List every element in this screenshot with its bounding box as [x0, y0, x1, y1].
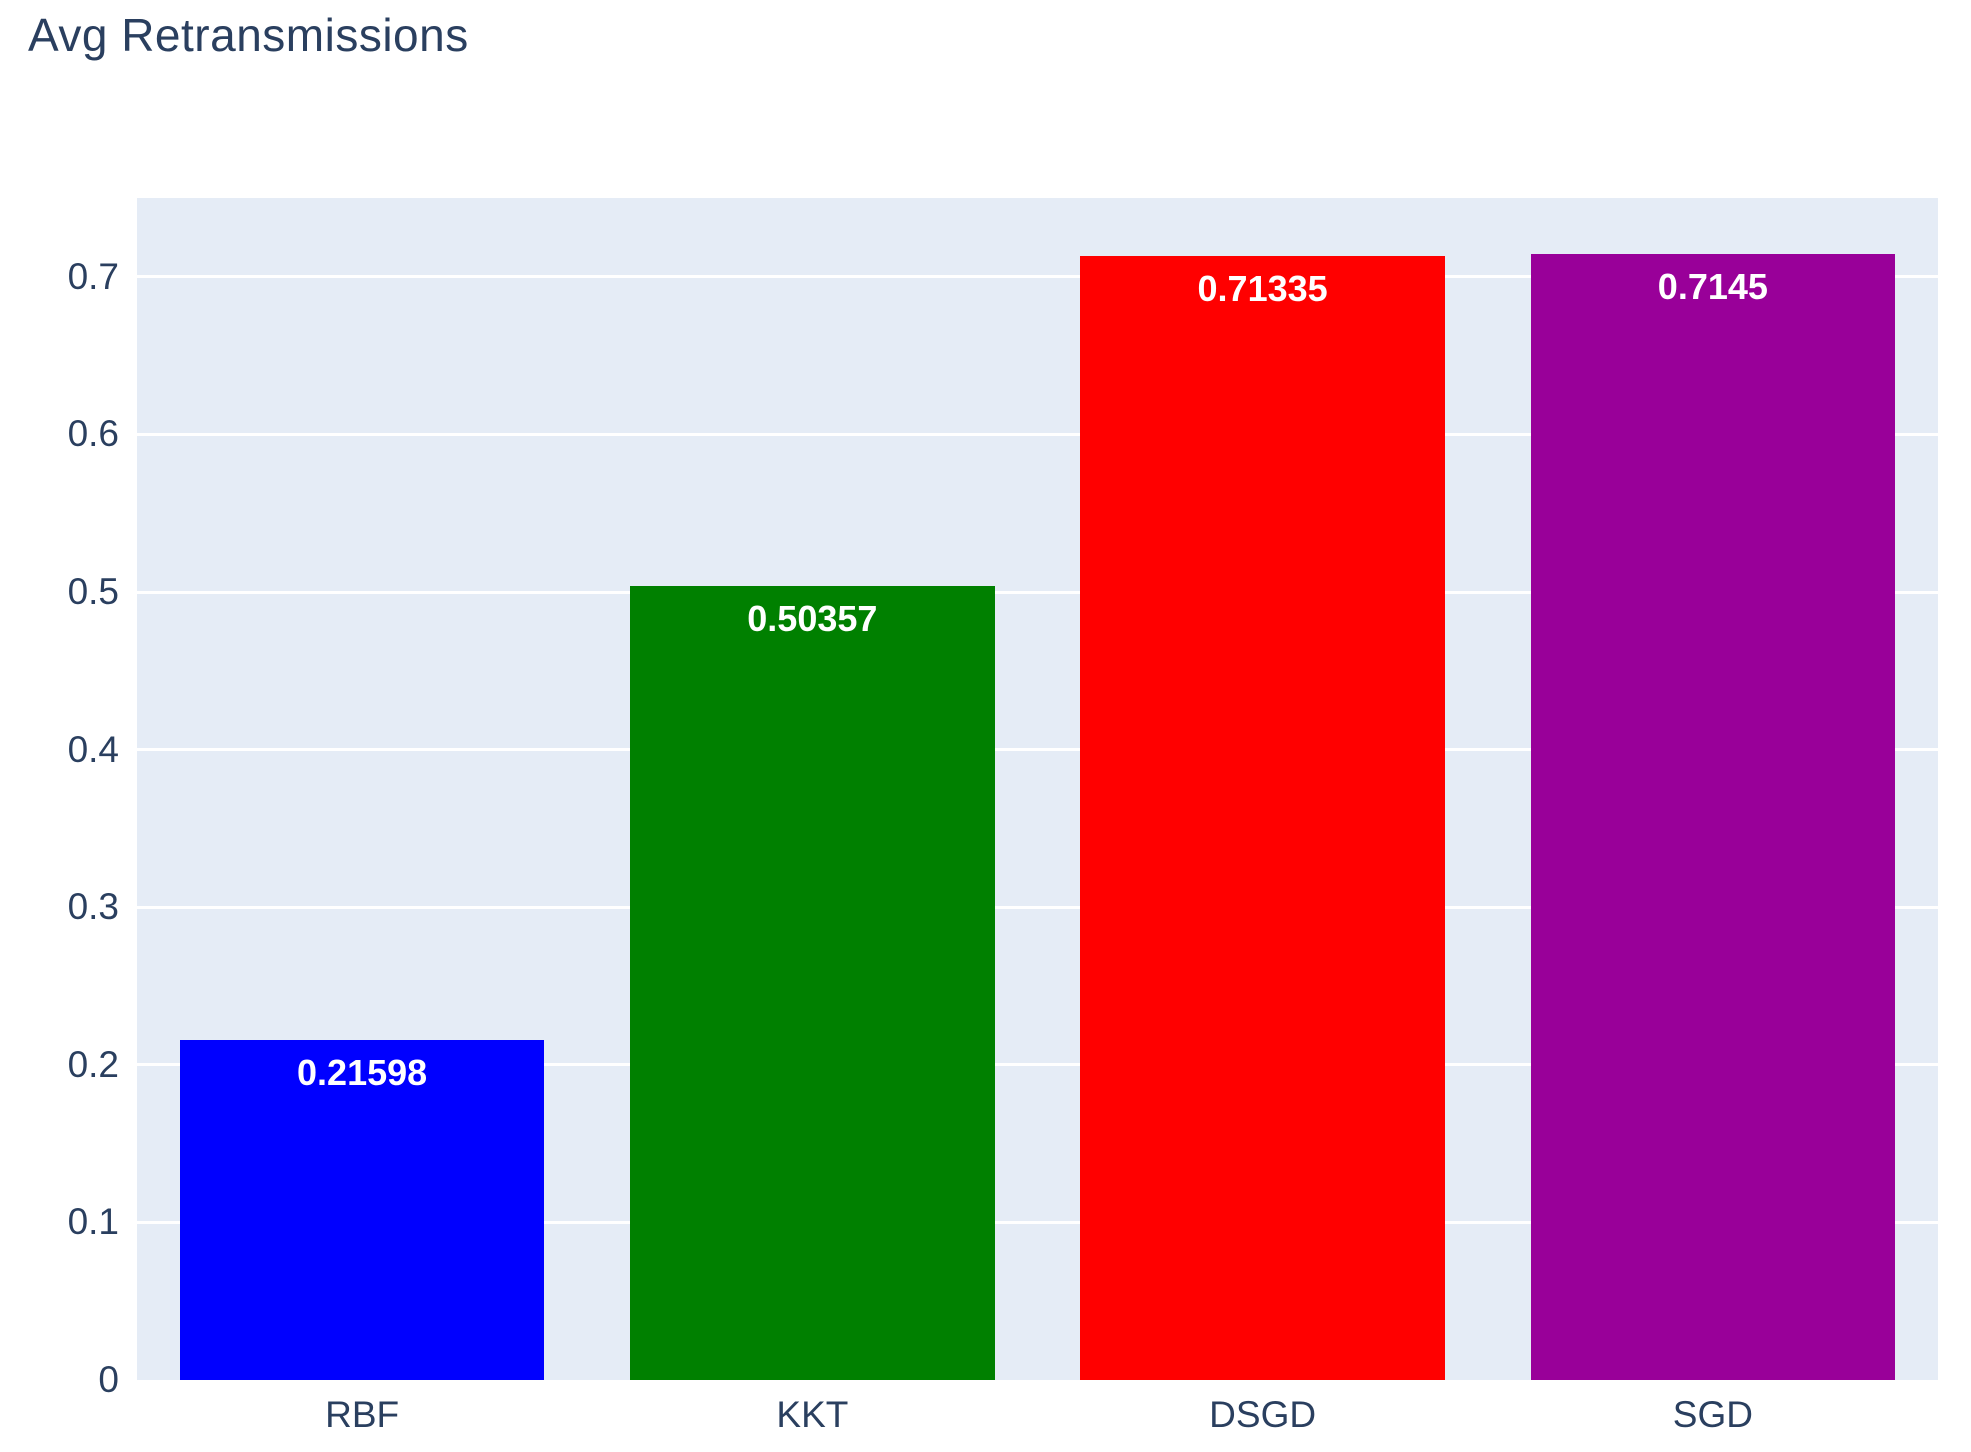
bar-value-label: 0.21598 [297, 1051, 428, 1093]
y-tick-label: 0 [98, 1359, 119, 1400]
y-tick-label: 0.5 [67, 571, 119, 612]
gridline [137, 275, 1938, 279]
gridline [137, 432, 1938, 436]
y-tick-label: 0.4 [67, 728, 119, 770]
bar-kkt[interactable]: 0.50357 [630, 586, 995, 1380]
gridline [137, 1063, 1938, 1067]
bar-value-label: 0.50357 [747, 598, 878, 640]
bar-value-label: 0.7145 [1657, 265, 1768, 307]
plot-area[interactable]: 0.21598 0.50357 0.71335 0.7145 [137, 198, 1938, 1380]
gridline [137, 748, 1938, 752]
chart-title: Avg Retransmissions [28, 9, 469, 61]
bar-value-label: 0.71335 [1197, 267, 1328, 309]
gridline [137, 1220, 1938, 1224]
x-tick-label-sgd: SGD [1672, 1394, 1753, 1435]
y-tick-label: 0.2 [67, 1043, 119, 1085]
bar-sgd[interactable]: 0.7145 [1530, 253, 1896, 1380]
y-tick-label: 0.7 [67, 255, 119, 297]
y-tick-label: 0.6 [67, 413, 119, 455]
x-tick-label-dsgd: DSGD [1209, 1394, 1317, 1435]
x-tick-label-rbf: RBF [325, 1394, 400, 1435]
gridline [137, 590, 1938, 594]
bar-rbf[interactable]: 0.21598 [179, 1039, 545, 1380]
y-tick-label: 0.3 [67, 886, 119, 928]
bar-dsgd[interactable]: 0.71335 [1080, 255, 1445, 1380]
gridline [137, 905, 1938, 909]
x-tick-label-kkt: KKT [776, 1394, 849, 1435]
y-tick-label: 0.1 [67, 1201, 119, 1243]
